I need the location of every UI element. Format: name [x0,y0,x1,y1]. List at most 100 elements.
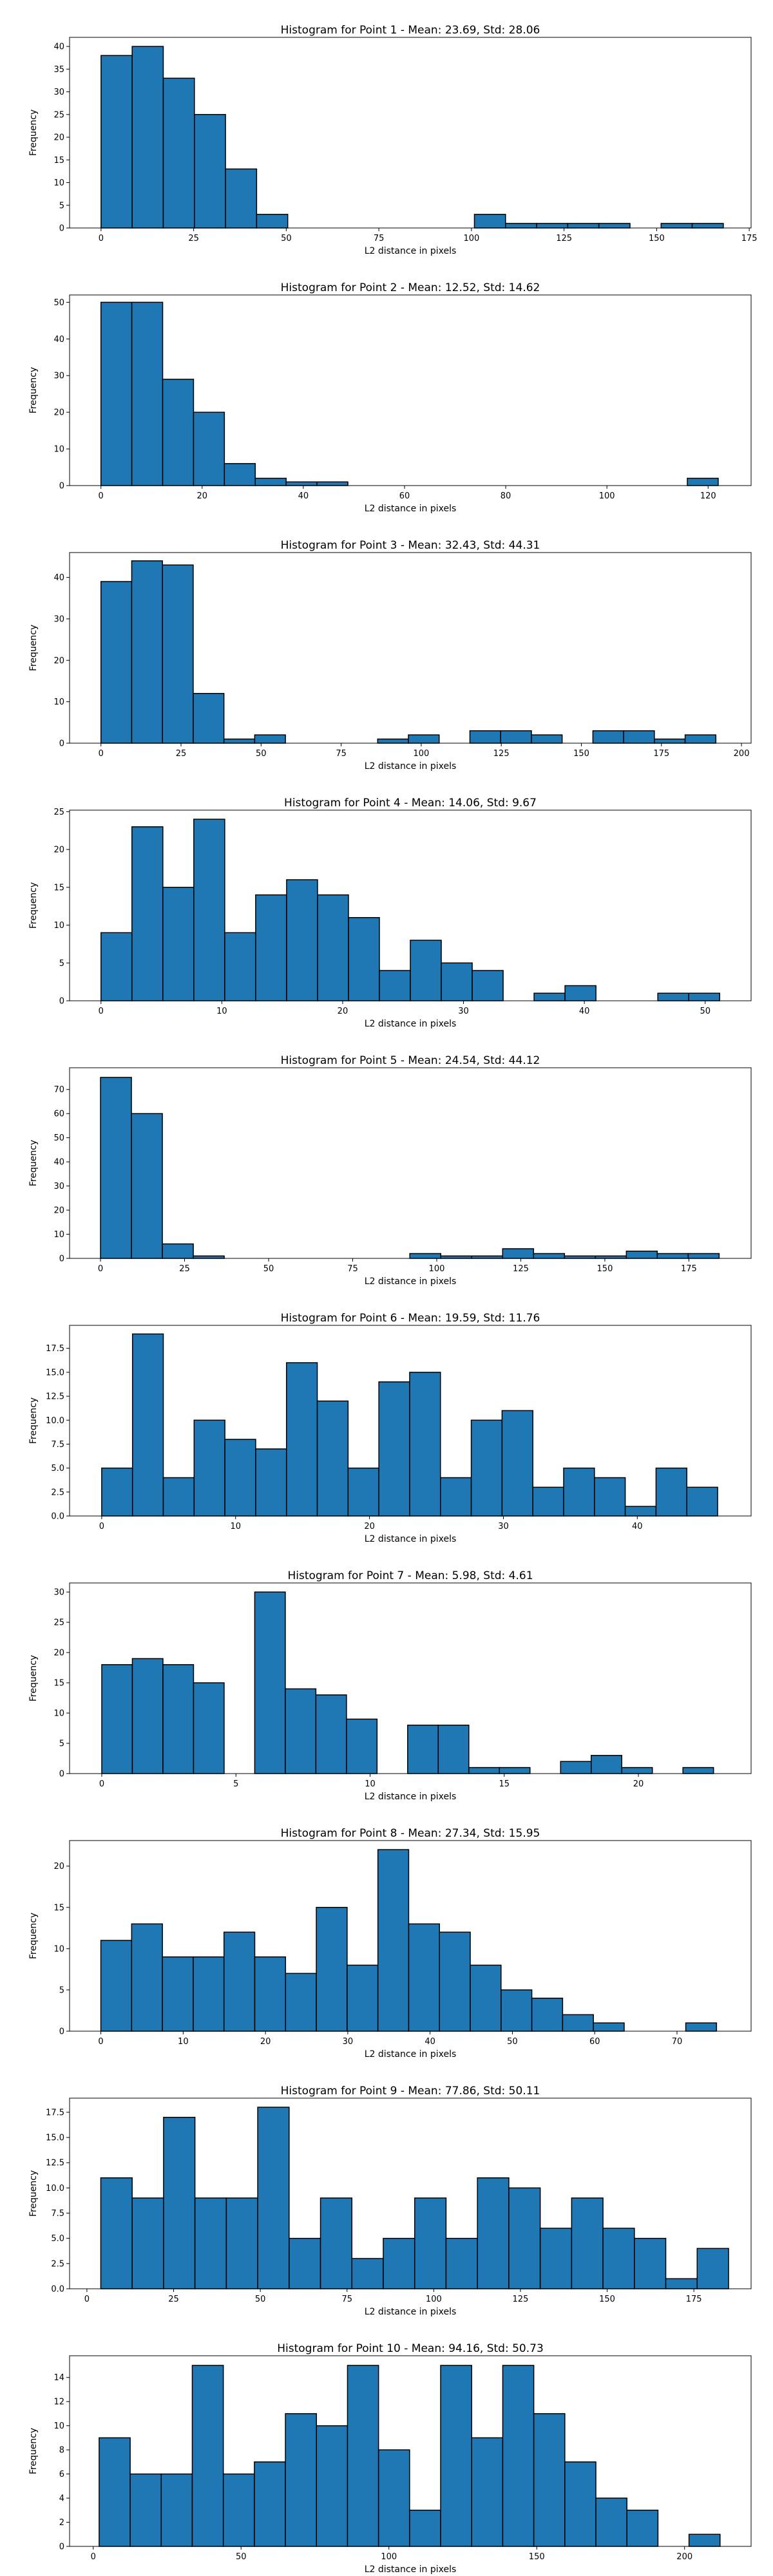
x-tick-label: 75 [374,234,385,243]
x-tick-label: 175 [741,234,758,243]
histogram-bar [440,1255,473,1259]
x-tick-label: 100 [413,749,429,759]
y-tick-label: 15 [53,1679,64,1689]
histogram-bar [501,1410,533,1517]
histogram-panel-1: Histogram for Point 1 - Mean: 23.69, Std… [28,24,758,256]
y-tick-label: 0 [59,997,64,1007]
y-tick-label: 6 [59,2470,64,2479]
x-tick-label: 10 [216,1007,227,1016]
x-tick-label: 0 [99,749,104,759]
y-tick-label: 10 [53,921,64,931]
histogram-bar [193,819,225,1001]
histogram-bar [131,560,163,744]
histogram-bar [409,2510,441,2547]
y-tick-label: 0 [59,1770,64,1779]
axes-frame [69,2355,752,2547]
histogram-bar [656,1253,689,1259]
histogram-bar [383,2237,415,2289]
y-tick-label: 30 [53,1182,64,1191]
y-tick-label: 10 [53,1230,64,1240]
histogram-bar [471,2437,504,2547]
histogram-bar [351,2258,384,2289]
chart-title: Histogram for Point 3 - Mean: 32.43, Std… [281,539,540,552]
y-tick-label: 25 [53,110,64,120]
x-axis-label: L2 distance in pixels [365,246,457,256]
x-tick-label: 200 [676,2552,692,2562]
x-tick-label: 150 [599,2295,615,2304]
x-tick-label: 100 [381,2552,397,2562]
histogram-bar [508,2187,541,2289]
histogram-bar [223,738,256,744]
histogram-bar [99,2437,131,2547]
y-tick-label: 0 [59,2543,64,2552]
y-axis-label: Frequency [28,2170,39,2217]
x-tick-label: 40 [298,491,309,501]
histogram-bar [473,214,506,229]
y-tick-label: 5.0 [51,1464,64,1473]
histogram-bar [100,2177,133,2289]
y-tick-label: 0 [59,2027,64,2037]
histogram-bar [598,223,631,229]
histogram-bar [472,970,504,1001]
y-tick-label: 10 [53,697,64,707]
histogram-bar [440,1477,472,1517]
x-tick-label: 75 [347,1264,358,1274]
x-axis-label: L2 distance in pixels [365,1534,457,1544]
histogram-bar [377,738,409,744]
y-tick-label: 10.0 [46,1416,64,1426]
y-axis-label: Frequency [28,882,39,929]
histogram-bar [564,1255,596,1259]
chart-title: Histogram for Point 9 - Mean: 77.86, Std… [281,2085,540,2098]
y-tick-label: 40 [53,573,64,583]
y-tick-label: 20 [53,1649,64,1658]
y-tick-label: 40 [53,1158,64,1168]
histogram-bar [623,730,655,744]
histogram-bar [131,1113,163,1259]
x-tick-label: 25 [188,234,199,243]
histogram-bar [193,1255,225,1259]
histogram-bar [657,992,689,1001]
histogram-bar [634,2237,667,2289]
histogram-bar [286,879,318,1001]
histogram-bar [289,2237,321,2289]
histogram-bar [654,738,686,744]
y-tick-label: 10 [53,2421,64,2431]
histogram-bar [564,2461,596,2547]
y-tick-label: 30 [53,1588,64,1598]
histogram-bar [414,2197,447,2289]
x-tick-label: 125 [513,2295,529,2304]
axes-frame [69,1582,752,1774]
histogram-bar [320,2197,353,2289]
histogram-bar [470,1419,503,1517]
histogram-bar [377,2449,410,2547]
histogram-bar [129,2473,162,2547]
histogram-bar [562,2014,594,2032]
histogram-bar [441,962,473,1001]
histogram-bar [532,1486,564,1517]
histogram-bar [162,564,194,744]
y-tick-label: 15 [53,156,64,166]
histogram-bar [502,2365,535,2547]
chart-title: Histogram for Point 8 - Mean: 27.34, Std… [281,1827,540,1840]
histogram-panel-10: Histogram for Point 10 - Mean: 94.16, St… [28,2342,752,2575]
x-tick-label: 50 [507,2037,518,2047]
histogram-bar [223,1931,256,2032]
y-tick-label: 10.0 [46,2184,64,2193]
histogram-bar [225,2197,258,2289]
histogram-bar [254,2461,286,2547]
y-tick-label: 10 [53,178,64,188]
histogram-bar [660,223,693,229]
y-tick-label: 2.5 [51,1488,64,1497]
x-tick-label: 70 [672,2037,683,2047]
chart-title: Histogram for Point 4 - Mean: 14.06, Std… [284,797,537,810]
x-tick-label: 50 [263,1264,274,1274]
x-axis-label: L2 distance in pixels [365,2049,457,2060]
histogram-bar [539,2228,573,2289]
y-axis-label: Frequency [28,1397,39,1444]
histogram-panel-2: Histogram for Point 2 - Mean: 12.52, Std… [28,281,752,514]
histogram-bar [439,1931,471,2032]
axes-frame [69,2098,752,2289]
y-tick-label: 12.5 [46,1392,64,1402]
histogram-bar [162,1243,194,1259]
